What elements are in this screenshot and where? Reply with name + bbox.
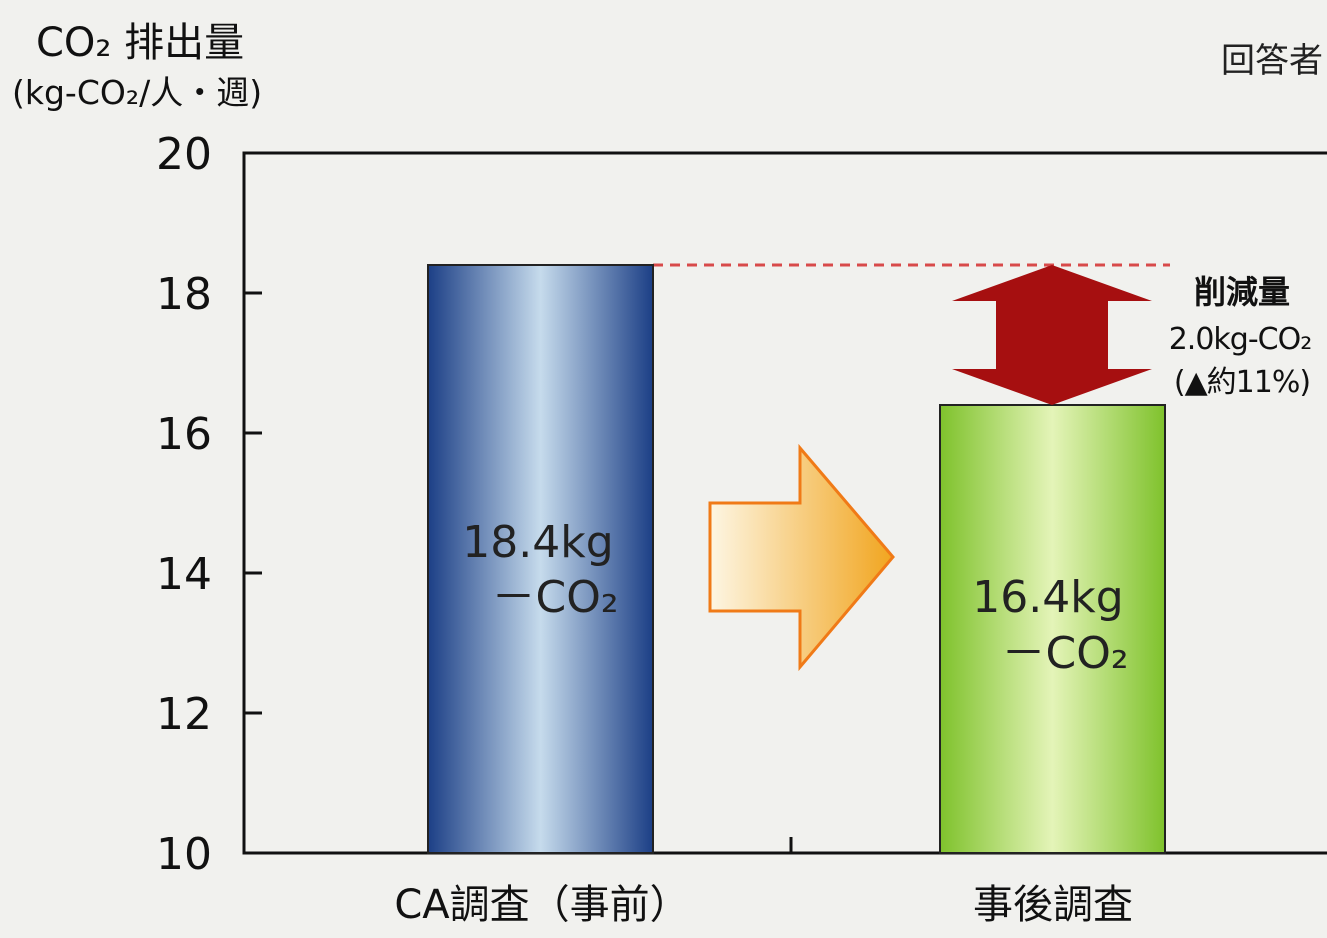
y-tick-label: 12 [156, 689, 212, 740]
respondents-note: 回答者 [1221, 41, 1323, 81]
reduction-amount: 2.0kg-CO₂ [1169, 322, 1312, 357]
x-category-label: 事後調査 [973, 882, 1133, 928]
forward-arrow [708, 443, 895, 672]
y-tick-label: 16 [156, 409, 212, 460]
plot-area [242, 151, 1327, 855]
bar-value-label: 18.4kg [462, 517, 613, 568]
reduction-double-arrow [952, 265, 1152, 405]
x-category-label: CA調査（事前） [394, 882, 689, 928]
bar-ca-survey [427, 264, 654, 854]
y-axis: 10 12 14 16 18 20 [156, 129, 262, 880]
y-tick-label: 10 [156, 829, 212, 880]
y-axis-title: CO₂ 排出量 [36, 20, 244, 66]
bar-value-label: 16.4kg [972, 572, 1123, 623]
y-axis-unit: (kg-CO₂/人・週) [12, 73, 262, 112]
bar-value-unit: －CO₂ [1002, 628, 1129, 679]
bar-post-survey [939, 404, 1166, 854]
y-tick-label: 14 [156, 549, 212, 600]
y-tick-label: 20 [156, 129, 212, 180]
reduction-label: 削減量 [1194, 273, 1290, 311]
bar-value-unit: －CO₂ [492, 572, 619, 623]
reduction-percent: (▲約11%) [1174, 365, 1310, 400]
y-tick-label: 18 [156, 269, 212, 320]
